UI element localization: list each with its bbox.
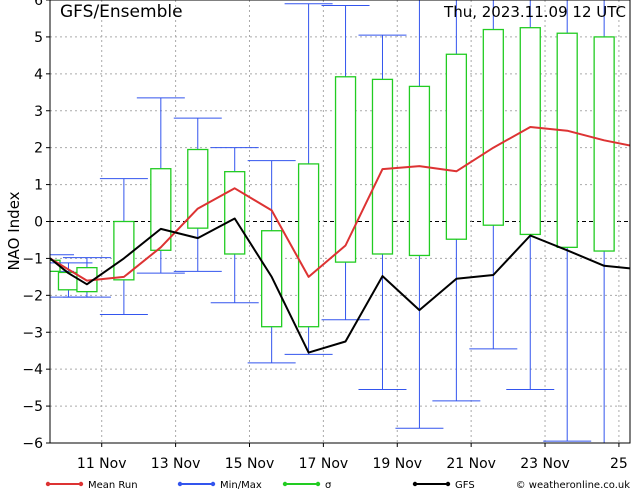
sigma-box bbox=[556, 32, 578, 248]
y-tick-label: 5 bbox=[34, 30, 43, 46]
y-tick-label: −5 bbox=[22, 399, 43, 415]
gfs-line bbox=[50, 217, 630, 354]
y-tick-label: −2 bbox=[22, 288, 43, 304]
y-tick-label: 2 bbox=[34, 141, 43, 157]
sigma-box bbox=[334, 76, 357, 263]
x-tick-label: 25 bbox=[610, 456, 628, 472]
legend-dot-min-max bbox=[177, 481, 183, 487]
x-tick-label: 15 Nov bbox=[225, 456, 275, 472]
y-tick-label: −1 bbox=[22, 251, 43, 267]
sigma-box bbox=[408, 85, 431, 257]
axes-layer: −6 −5 −4 −3 −2 −1 0 1 2 3 4 5 6 11 Nov 13 Nov 15 Nov 17 … bbox=[22, 0, 628, 472]
legend-dot-gfs bbox=[412, 481, 418, 487]
y-tick-label: −3 bbox=[22, 325, 43, 341]
sigma-box bbox=[482, 28, 504, 226]
y-tick-label: 4 bbox=[34, 67, 43, 83]
x-tick-label: 13 Nov bbox=[151, 456, 201, 472]
lines-layer bbox=[50, 126, 630, 354]
y-tick-label: −4 bbox=[22, 362, 43, 378]
sigma-box bbox=[297, 163, 320, 328]
legend-label-min-max: Min/Max bbox=[220, 480, 262, 490]
sigma-box bbox=[445, 53, 468, 240]
run-time: Thu, 2023.11.09 12 UTC bbox=[443, 3, 626, 21]
legend-dot-sigma bbox=[315, 481, 321, 487]
sigma-box bbox=[187, 148, 209, 229]
legend-dot-gfs bbox=[445, 481, 451, 487]
legend: Mean Run Min/Max σ GFS bbox=[45, 480, 475, 490]
bars-layer bbox=[50, 0, 630, 443]
x-tick-label: 11 Nov bbox=[77, 456, 127, 472]
legend-label-sigma: σ bbox=[325, 480, 332, 490]
legend-label-mean-run: Mean Run bbox=[88, 480, 138, 490]
y-tick-label: −6 bbox=[22, 436, 43, 452]
sigma-box bbox=[371, 78, 394, 255]
sigma-box bbox=[57, 271, 80, 291]
legend-dot-mean-run bbox=[78, 481, 84, 487]
legend-dot-mean-run bbox=[45, 481, 51, 487]
sigma-box bbox=[519, 27, 541, 236]
y-tick-label: 6 bbox=[34, 0, 43, 9]
x-tick-label: 23 Nov bbox=[520, 456, 570, 472]
credit-text: © weatheronline.co.uk bbox=[516, 480, 631, 490]
chart-title: GFS/Ensemble bbox=[60, 2, 183, 22]
sigma-box bbox=[224, 171, 246, 255]
legend-dot-min-max bbox=[210, 481, 216, 487]
mean-run-line bbox=[50, 126, 630, 282]
y-tick-label: 3 bbox=[34, 104, 43, 120]
y-axis-label: NAO Index bbox=[5, 191, 23, 270]
legend-dot-sigma bbox=[282, 481, 288, 487]
sigma-box bbox=[150, 168, 172, 251]
legend-label-gfs: GFS bbox=[455, 480, 475, 490]
x-tick-label: 19 Nov bbox=[372, 456, 422, 472]
sigma-box bbox=[593, 36, 615, 252]
y-tick-label: 1 bbox=[34, 178, 43, 194]
x-tick-label: 21 Nov bbox=[446, 456, 496, 472]
y-tick-label: 0 bbox=[34, 215, 43, 231]
x-tick-label: 17 Nov bbox=[299, 456, 349, 472]
